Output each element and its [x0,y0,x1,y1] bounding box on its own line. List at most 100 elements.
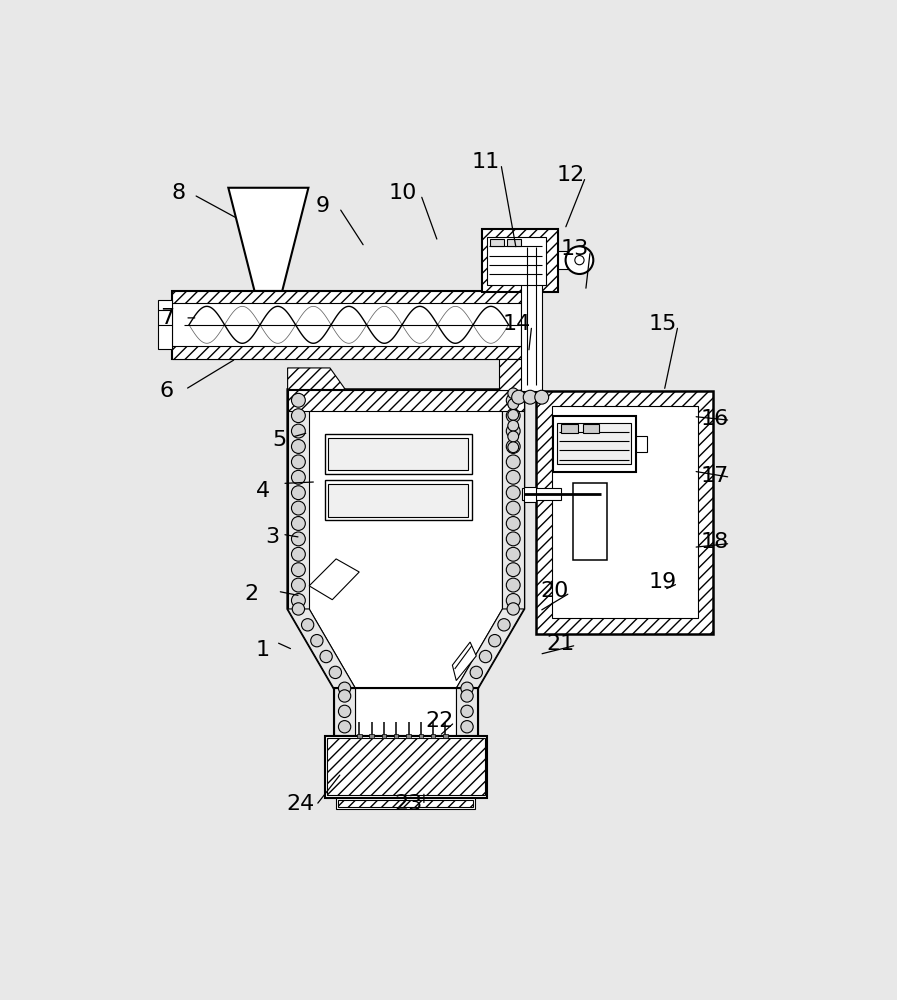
Text: 18: 18 [701,532,729,552]
Bar [406,734,411,738]
Polygon shape [288,391,309,609]
Polygon shape [288,368,345,389]
Circle shape [566,246,593,274]
Circle shape [301,619,314,631]
Circle shape [292,440,305,453]
Circle shape [320,650,332,663]
Text: 15: 15 [649,314,677,334]
Bar [325,480,472,520]
Polygon shape [172,291,522,359]
Bar [419,734,423,738]
Bar [557,423,631,464]
Circle shape [508,420,518,431]
Circle shape [338,721,351,733]
Circle shape [506,409,520,423]
Circle shape [506,594,520,607]
Circle shape [461,690,474,702]
Circle shape [461,682,474,694]
Polygon shape [502,391,524,609]
Circle shape [489,635,501,647]
Circle shape [523,390,537,404]
Circle shape [575,256,584,265]
Circle shape [461,721,474,733]
Circle shape [292,409,305,423]
Circle shape [292,532,305,546]
Bar [521,239,543,391]
Circle shape [479,650,492,663]
Text: 14: 14 [502,314,530,334]
Polygon shape [338,800,474,807]
Circle shape [292,563,305,577]
Polygon shape [355,688,457,736]
Bar [394,734,398,738]
Bar [328,438,468,470]
Bar [522,488,561,500]
Bar [504,359,527,380]
Bar [558,251,570,269]
Circle shape [506,440,520,453]
Polygon shape [172,291,522,303]
Bar [325,736,487,798]
Circle shape [507,603,519,615]
Polygon shape [309,411,502,688]
Polygon shape [327,738,484,795]
Circle shape [506,563,520,577]
Bar [507,239,521,246]
Circle shape [470,666,483,679]
Circle shape [338,705,351,718]
Bar [553,416,637,472]
Circle shape [292,547,305,561]
Circle shape [508,399,518,410]
Text: 1: 1 [255,640,269,660]
Bar [536,391,713,634]
Circle shape [535,390,549,404]
Bar [443,734,448,738]
Polygon shape [309,559,359,600]
Circle shape [292,470,305,484]
Text: 23: 23 [395,794,422,814]
Circle shape [292,594,305,607]
Text: 24: 24 [286,794,315,814]
Circle shape [508,410,518,420]
Bar [370,734,374,738]
Circle shape [292,517,305,530]
Text: 2: 2 [244,584,258,604]
Polygon shape [452,642,476,681]
Circle shape [292,486,305,500]
Circle shape [508,442,518,453]
Circle shape [292,424,305,438]
Circle shape [511,390,526,404]
Polygon shape [288,609,355,688]
Bar [336,798,475,809]
Bar [552,406,698,618]
Circle shape [329,666,342,679]
Polygon shape [457,609,524,688]
Text: 6: 6 [160,381,174,401]
Text: 22: 22 [425,711,453,731]
Circle shape [506,455,520,469]
Text: 16: 16 [701,409,729,429]
Circle shape [506,578,520,592]
Text: 21: 21 [547,634,575,654]
Circle shape [292,578,305,592]
Circle shape [506,393,520,407]
Text: 5: 5 [273,430,287,450]
Text: 17: 17 [701,466,729,486]
Circle shape [338,690,351,702]
Bar [483,229,558,292]
Circle shape [310,635,323,647]
Text: 3: 3 [266,527,279,547]
Text: 7: 7 [160,308,174,328]
Bar [381,734,387,738]
Circle shape [506,501,520,515]
Polygon shape [172,346,522,359]
Circle shape [506,517,520,530]
Circle shape [506,470,520,484]
Circle shape [292,603,305,615]
Bar [328,484,468,517]
Circle shape [506,532,520,546]
Polygon shape [229,188,309,291]
Bar [637,436,648,452]
Bar [524,487,536,502]
Circle shape [508,431,518,442]
